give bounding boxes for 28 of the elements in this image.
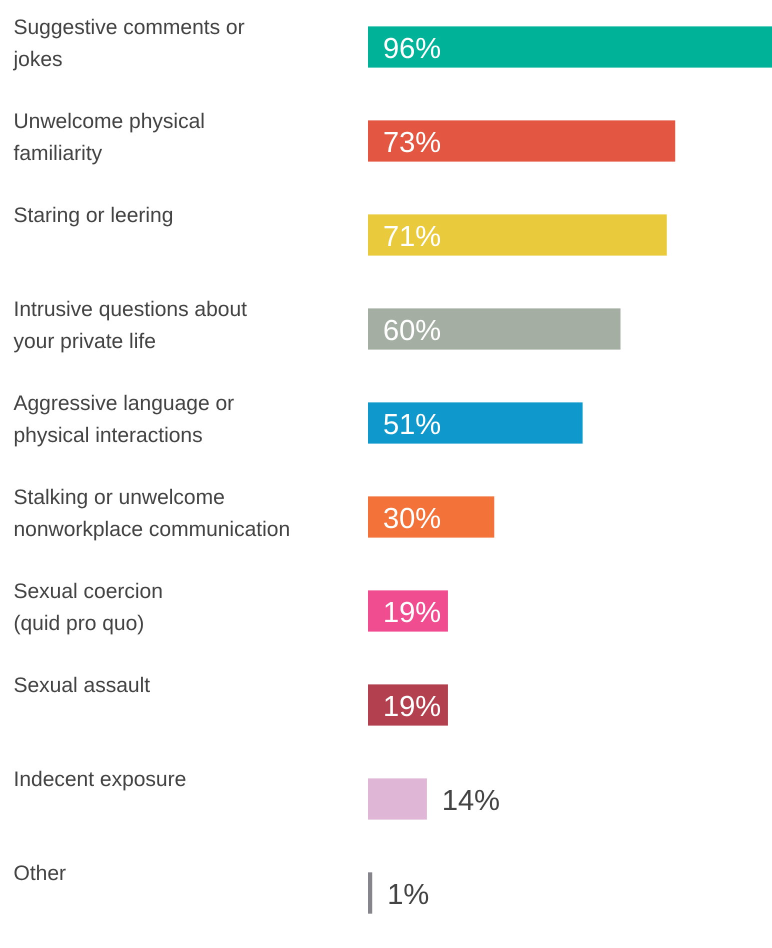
bar xyxy=(368,496,494,538)
bar xyxy=(368,120,676,162)
bar xyxy=(368,778,427,820)
data-label: 51% xyxy=(383,409,442,441)
bar xyxy=(368,26,772,68)
y-tick-label: Suggestive comments or jokes xyxy=(12,16,245,71)
data-label: 71% xyxy=(383,221,442,253)
y-tick-label: Intrusive questions about your private life xyxy=(14,298,248,353)
data-label: 19% xyxy=(383,691,442,723)
data-label: 14% xyxy=(442,785,500,817)
data-label: 19% xyxy=(383,597,442,629)
y-tick-label: Other xyxy=(14,862,66,885)
data-label: 73% xyxy=(383,127,442,159)
y-tick-label: Sexual coercion (quid pro quo) xyxy=(14,580,163,635)
bar xyxy=(368,214,667,256)
data-label: 96% xyxy=(383,33,442,65)
y-tick-label: Stalking or unwelcome nonworkplace communication xyxy=(14,486,290,541)
bar xyxy=(368,402,583,444)
bar xyxy=(368,872,372,914)
y-tick-label: Unwelcome physical familiarity xyxy=(14,110,205,165)
data-label: 1% xyxy=(387,879,430,911)
bar xyxy=(368,308,620,350)
y-tick-label: Staring or leering xyxy=(14,204,174,227)
y-tick-label: Indecent exposure xyxy=(14,768,186,791)
y-tick-label: Sexual assault xyxy=(14,674,150,697)
data-label: 60% xyxy=(383,315,442,347)
data-label: 30% xyxy=(383,503,442,535)
y-tick-label: Aggressive language or physical interactions xyxy=(14,392,234,447)
